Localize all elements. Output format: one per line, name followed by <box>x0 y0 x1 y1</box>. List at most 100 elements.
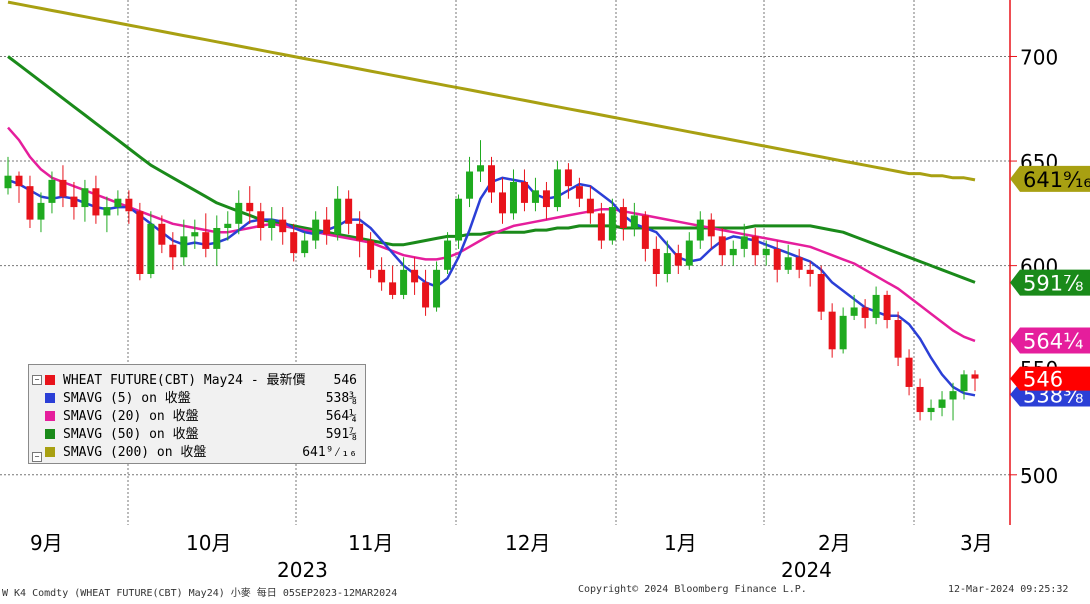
legend-row-sma50: SMAVG (50) on 收盤 591⅞ <box>45 426 363 443</box>
candlesticks <box>4 140 979 421</box>
candle-body <box>4 175 12 189</box>
candle-body <box>927 407 935 413</box>
candle-body <box>488 165 495 193</box>
candle-body <box>312 219 320 241</box>
candle-body <box>630 215 638 228</box>
candle-body <box>663 253 671 275</box>
candle-body <box>268 219 276 228</box>
x-year-label: 2024 <box>781 558 832 582</box>
candle-body <box>509 181 517 214</box>
candle-body <box>652 248 660 275</box>
legend: − − WHEAT FUTURE(CBT) May24 - 最新價 546 SM… <box>28 364 366 464</box>
candle-body <box>70 196 78 208</box>
candle-body <box>26 186 34 220</box>
candle-body <box>817 274 825 312</box>
candle-body <box>718 236 726 256</box>
candle-body <box>367 240 375 270</box>
legend-value: 591⅞ <box>325 427 357 442</box>
sma50-tag-label: 591⅞ <box>1023 272 1083 296</box>
candle-body <box>378 269 386 283</box>
candle-body <box>411 269 419 283</box>
candle-body <box>564 169 572 187</box>
candle-body <box>323 219 331 235</box>
candle-body <box>520 181 528 203</box>
sma20-tag-label: 564¼ <box>1023 330 1083 354</box>
footer-timestamp: 12-Mar-2024 09:25:32 <box>948 584 1069 595</box>
legend-swatch-price <box>45 375 55 385</box>
footer-ticker: W K4 Comdty (WHEAT FUTURE(CBT) May24) 小麥… <box>2 588 398 599</box>
sma5-line <box>7 176 976 397</box>
candle-body <box>938 399 946 408</box>
candle-body <box>608 207 616 241</box>
legend-value: 538⅜ <box>325 391 357 406</box>
last-price-tag-shape <box>1010 366 1090 391</box>
candle-body <box>641 215 649 249</box>
candle-body <box>400 269 408 295</box>
candle-body <box>114 198 122 208</box>
candle-body <box>795 257 803 270</box>
sma200-tag-label: 641⁹⁄₁₆ <box>1023 168 1090 192</box>
footer-copyright: Copyright© 2024 Bloomberg Finance L.P. <box>578 584 807 595</box>
candle-body <box>949 391 957 400</box>
candle-body <box>850 307 858 316</box>
candle-body <box>125 198 133 212</box>
candle-body <box>575 186 583 199</box>
legend-name: SMAVG (200) on 收盤 <box>63 445 207 460</box>
x-tick-label: 9月 <box>30 531 63 555</box>
sma50-tag-shape <box>1010 269 1090 296</box>
candle-body <box>433 269 441 308</box>
candle-body <box>696 219 704 241</box>
candle-body <box>290 232 298 254</box>
candle-body <box>455 198 463 241</box>
candle-body <box>740 236 748 249</box>
legend-name: SMAVG (5) on 收盤 <box>63 391 191 406</box>
candle-body <box>971 374 979 379</box>
candle-body <box>498 192 506 214</box>
candle-body <box>158 223 166 245</box>
y-tick-label: 700 <box>1020 45 1058 69</box>
legend-row-sma200: SMAVG (200) on 收盤 641⁹⁄₁₆ <box>45 444 363 461</box>
candle-body <box>729 248 737 256</box>
candle-body <box>81 188 89 208</box>
legend-row-sma20: SMAVG (20) on 收盤 564¼ <box>45 408 363 425</box>
candle-body <box>905 357 913 387</box>
candle-body <box>597 213 605 241</box>
legend-swatch-sma5 <box>45 393 55 403</box>
candle-body <box>279 219 287 233</box>
candle-body <box>883 294 891 321</box>
candle-body <box>773 248 781 270</box>
candle-body <box>751 236 759 256</box>
y-tick-label: 500 <box>1020 464 1058 488</box>
x-tick-label: 3月 <box>960 531 993 555</box>
candle-body <box>257 211 265 228</box>
candle-body <box>477 165 485 172</box>
legend-value: 546 <box>333 373 357 388</box>
candle-body <box>707 219 715 237</box>
legend-swatch-sma200 <box>45 447 55 457</box>
x-tick-label: 2月 <box>818 531 851 555</box>
legend-swatch-sma20 <box>45 411 55 421</box>
candle-body <box>806 269 814 275</box>
candle-body <box>872 294 880 318</box>
sma50-line <box>7 55 976 284</box>
candle-body <box>15 175 23 187</box>
candle-body <box>59 179 67 197</box>
candle-body <box>444 240 452 270</box>
candle-body <box>191 232 199 237</box>
candle-body <box>674 253 682 266</box>
candle-body <box>531 190 539 203</box>
candle-body <box>784 257 792 270</box>
sma200-tag-shape <box>1010 165 1090 192</box>
candle-body <box>334 198 342 235</box>
candle-body <box>466 171 474 199</box>
candle-body <box>345 198 353 224</box>
legend-collapse-icon[interactable]: − <box>32 375 42 385</box>
candle-body <box>894 320 902 358</box>
candle-body <box>356 223 364 241</box>
legend-collapse-icon[interactable]: − <box>32 452 42 462</box>
candle-body <box>103 207 111 216</box>
legend-name: WHEAT FUTURE(CBT) May24 - 最新價 <box>63 373 306 388</box>
sma200-line <box>7 0 976 182</box>
candle-body <box>136 211 144 275</box>
x-tick-label: 1月 <box>664 531 697 555</box>
